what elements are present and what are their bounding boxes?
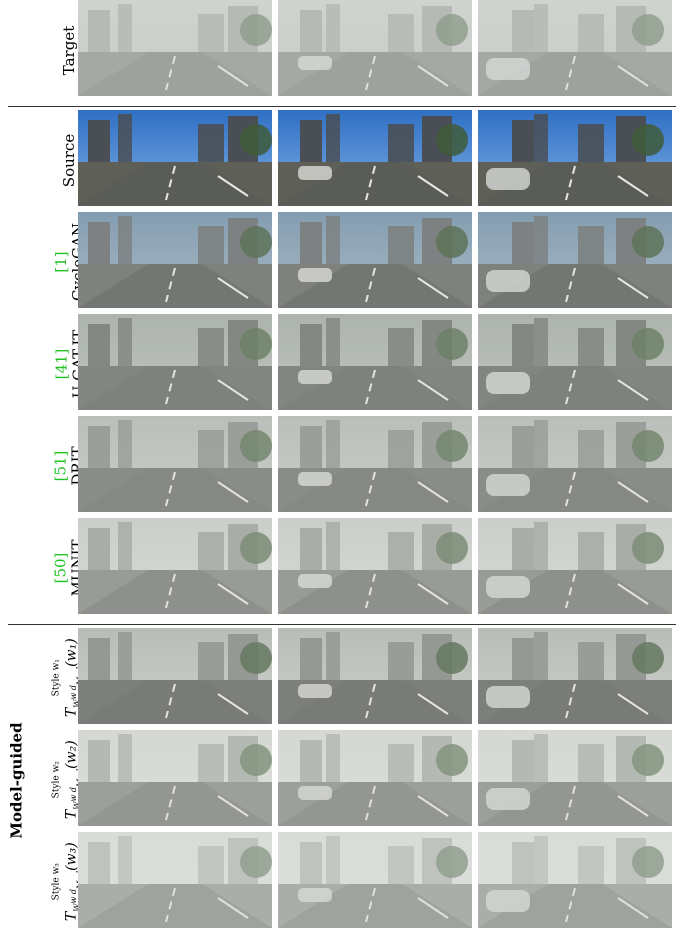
thumbnail-style-2-1: [78, 730, 272, 826]
thumbnail-cyclegan-2: [278, 212, 472, 308]
thumbnail-ugatit-3: [478, 314, 672, 410]
thumbnail-style-1-1: [78, 628, 272, 724]
model-guided-group-label: Model-guided: [7, 721, 26, 839]
thumbnail-source-1: [78, 110, 272, 206]
thumbnail-source-3: [478, 110, 672, 206]
thumbnail-target-3: [478, 0, 672, 96]
thumbnail-style-3-3: [478, 832, 672, 928]
thumbnail-drit-1: [78, 416, 272, 512]
thumbnail-ugatit-1: [78, 314, 272, 410]
thumbnail-target-1: [78, 0, 272, 96]
separator-top: [8, 106, 676, 107]
thumbnail-source-2: [278, 110, 472, 206]
thumbnail-style-2-3: [478, 730, 672, 826]
separator-bottom: [8, 624, 676, 625]
thumbnail-target-2: [278, 0, 472, 96]
thumbnail-cyclegan-3: [478, 212, 672, 308]
thumbnail-style-3-1: [78, 832, 272, 928]
thumbnail-ugatit-2: [278, 314, 472, 410]
thumbnail-drit-3: [478, 416, 672, 512]
thumbnail-munit-1: [78, 518, 272, 614]
thumbnail-style-2-2: [278, 730, 472, 826]
thumbnail-style-1-3: [478, 628, 672, 724]
thumbnail-cyclegan-1: [78, 212, 272, 308]
thumbnail-drit-2: [278, 416, 472, 512]
thumbnail-style-3-2: [278, 832, 472, 928]
thumbnail-style-1-2: [278, 628, 472, 724]
thumbnail-munit-3: [478, 518, 672, 614]
thumbnail-munit-2: [278, 518, 472, 614]
